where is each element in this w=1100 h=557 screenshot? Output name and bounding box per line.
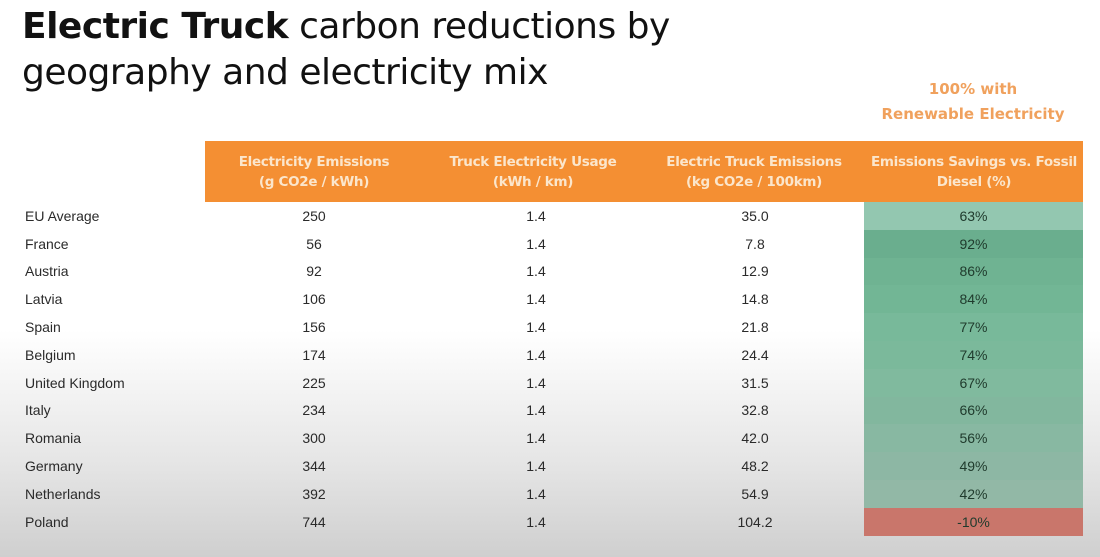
table-row: United Kingdom 225 1.4 31.5 67% <box>0 368 1100 397</box>
truck-usage-value: 1.4 <box>526 235 546 252</box>
country-name: France <box>25 235 69 252</box>
truck-emissions-value: 7.8 <box>745 235 765 252</box>
electricity-emissions-value: 234 <box>302 402 326 419</box>
table-row: France 56 1.4 7.8 92% <box>0 229 1100 258</box>
electricity-emissions-value: 300 <box>302 430 326 447</box>
table-header: Electricity Emissions (g CO2e / kWh) Truc… <box>205 141 1083 202</box>
table-row: Spain 156 1.4 21.8 77% <box>0 313 1100 341</box>
header-electricity-emissions: Electricity Emissions (g CO2e / kWh) <box>205 141 423 202</box>
savings-value: -10% <box>864 507 1083 536</box>
savings-value: 86% <box>864 257 1083 286</box>
table-row: Austria 92 1.4 12.9 86% <box>0 257 1100 286</box>
country-name: EU Average <box>25 207 100 224</box>
header-electric-truck-emissions: Electric Truck Emissions (kg CO2e / 100km… <box>643 141 865 202</box>
electricity-emissions-value: 156 <box>302 319 326 336</box>
header-line: Truck Electricity Usage <box>449 153 617 170</box>
electricity-emissions-value: 392 <box>302 485 326 502</box>
truck-emissions-value: 104.2 <box>737 513 773 530</box>
table-row: Poland 744 1.4 104.2 -10% <box>0 507 1100 536</box>
renewable-note-line2: Renewable Electricity <box>881 105 1065 123</box>
truck-usage-value: 1.4 <box>526 374 546 391</box>
truck-usage-value: 1.4 <box>526 430 546 447</box>
header-line: Electricity Emissions <box>238 153 390 170</box>
savings-value: 63% <box>864 202 1083 230</box>
truck-usage-value: 1.4 <box>526 291 546 308</box>
savings-value: 74% <box>864 340 1083 369</box>
table-row: Latvia 106 1.4 14.8 84% <box>0 285 1100 314</box>
header-line: (kg CO2e / 100km) <box>685 173 823 190</box>
table-row: Netherlands 392 1.4 54.9 42% <box>0 479 1100 508</box>
country-name: Austria <box>25 263 69 280</box>
country-name: Belgium <box>25 346 76 363</box>
country-name: Netherlands <box>25 485 101 502</box>
truck-usage-value: 1.4 <box>526 513 546 530</box>
savings-value: 56% <box>864 424 1083 453</box>
truck-emissions-value: 12.9 <box>741 263 769 280</box>
slide-title-rest: carbon reductions by geography and elect… <box>22 6 670 93</box>
truck-emissions-value: 31.5 <box>741 374 769 391</box>
country-name: Italy <box>25 402 51 419</box>
truck-usage-value: 1.4 <box>526 402 546 419</box>
renewable-electricity-note: 100% with Renewable Electricity <box>862 77 1084 127</box>
header-line: Emissions Savings vs. Fossil <box>870 153 1078 170</box>
country-name: Spain <box>25 319 61 336</box>
savings-value: 66% <box>864 396 1083 425</box>
header-emissions-savings: Emissions Savings vs. Fossil Diesel (%) <box>865 141 1083 202</box>
header-line: (g CO2e / kWh) <box>258 173 370 190</box>
country-name: Poland <box>25 513 69 530</box>
truck-emissions-value: 42.0 <box>741 430 769 447</box>
truck-emissions-value: 14.8 <box>741 291 769 308</box>
table-row: Romania 300 1.4 42.0 56% <box>0 424 1100 453</box>
header-line: (kWh / km) <box>492 173 574 190</box>
savings-value: 67% <box>864 368 1083 397</box>
truck-emissions-value: 32.8 <box>741 402 769 419</box>
table-row: Germany 344 1.4 48.2 49% <box>0 452 1100 480</box>
truck-emissions-value: 54.9 <box>741 485 769 502</box>
truck-emissions-value: 35.0 <box>741 207 769 224</box>
table-body: EU Average 250 1.4 35.0 63% France 56 1.4 7.8 92%… <box>0 202 1100 536</box>
electricity-emissions-value: 344 <box>302 458 326 475</box>
slide-title-bold: Electric Truck <box>22 6 289 47</box>
truck-usage-value: 1.4 <box>526 207 546 224</box>
country-name: Germany <box>25 458 83 475</box>
table-row: Italy 234 1.4 32.8 66% <box>0 396 1100 425</box>
truck-usage-value: 1.4 <box>526 346 546 363</box>
truck-usage-value: 1.4 <box>526 319 546 336</box>
savings-value: 84% <box>864 285 1083 314</box>
electricity-emissions-value: 250 <box>302 207 326 224</box>
savings-value: 42% <box>864 479 1083 508</box>
electricity-emissions-value: 174 <box>302 346 326 363</box>
savings-value: 92% <box>864 229 1083 258</box>
truck-usage-value: 1.4 <box>526 263 546 280</box>
country-name: United Kingdom <box>25 374 125 391</box>
country-name: Romania <box>25 430 82 447</box>
savings-value: 77% <box>864 313 1083 341</box>
electricity-emissions-value: 744 <box>302 513 326 530</box>
truck-emissions-value: 24.4 <box>741 346 769 363</box>
electricity-emissions-value: 106 <box>302 291 326 308</box>
electricity-emissions-value: 92 <box>306 263 322 280</box>
electricity-emissions-value: 225 <box>302 374 326 391</box>
header-line: Electric Truck Emissions <box>666 153 842 170</box>
table-row: Belgium 174 1.4 24.4 74% <box>0 340 1100 369</box>
truck-usage-value: 1.4 <box>526 485 546 502</box>
slide-title: Electric Truck carbon reductions by geog… <box>22 4 742 96</box>
savings-value: 49% <box>864 452 1083 480</box>
truck-emissions-value: 21.8 <box>741 319 769 336</box>
truck-emissions-value: 48.2 <box>741 458 769 475</box>
renewable-note-line1: 100% with <box>928 80 1018 98</box>
header-truck-electricity-usage: Truck Electricity Usage (kWh / km) <box>423 141 643 202</box>
table-row: EU Average 250 1.4 35.0 63% <box>0 202 1100 230</box>
truck-usage-value: 1.4 <box>526 458 546 475</box>
country-name: Latvia <box>25 291 63 308</box>
electricity-emissions-value: 56 <box>306 235 322 252</box>
header-line: Diesel (%) <box>936 173 1012 190</box>
